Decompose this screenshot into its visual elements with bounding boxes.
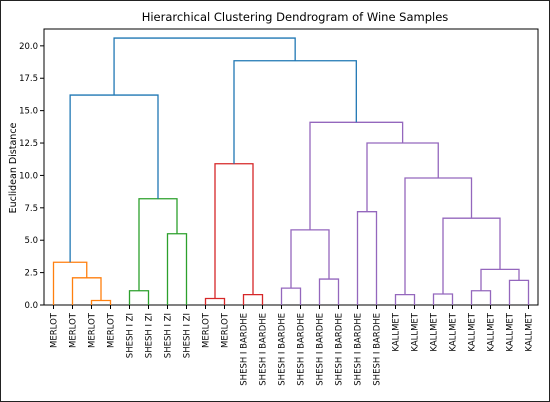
dendrogram-link bbox=[432, 293, 454, 305]
leaf-label: KALLMET bbox=[392, 312, 402, 351]
dendrogram-link bbox=[69, 94, 159, 263]
leaf-label: KALLMET bbox=[525, 312, 535, 351]
dendrogram-link bbox=[470, 290, 492, 305]
leaf-label: MERLOT bbox=[221, 312, 231, 348]
y-axis-label: Euclidean Distance bbox=[8, 122, 19, 213]
dendrogram-link bbox=[318, 278, 340, 305]
dendrogram-link bbox=[242, 293, 264, 305]
leaf-label: KALLMET bbox=[468, 312, 478, 351]
dendrogram-link bbox=[71, 277, 102, 305]
dendrogram-link bbox=[204, 297, 226, 305]
leaf-label: SHESH I BARDHE bbox=[297, 313, 307, 386]
y-tick-label: 20.0 bbox=[19, 42, 38, 52]
leaf-label: SHESH I ZI bbox=[183, 313, 193, 358]
leaf-label: SHESH I BARDHE bbox=[240, 313, 250, 386]
dendrogram-link bbox=[166, 233, 188, 305]
leaf-label: KALLMET bbox=[506, 312, 516, 351]
leaf-label: SHESH I ZI bbox=[164, 313, 174, 358]
leaf-label: KALLMET bbox=[449, 312, 459, 351]
leaf-label: SHESH I ZI bbox=[126, 313, 136, 358]
leaf-label: SHESH I BARDHE bbox=[278, 313, 288, 386]
leaf-label: MERLOT bbox=[107, 312, 117, 348]
leaf-label: MERLOT bbox=[50, 312, 60, 348]
dendrogram-link bbox=[128, 290, 150, 305]
leaf-label: MERLOT bbox=[69, 312, 79, 348]
y-tick-label: 12.5 bbox=[19, 139, 38, 149]
leaf-label: KALLMET bbox=[411, 312, 421, 351]
dendrogram-link bbox=[394, 293, 416, 305]
y-tick-label: 15.0 bbox=[19, 107, 38, 117]
y-tick-label: 0.0 bbox=[24, 301, 38, 311]
y-axis-ticks: 0.0 2.5 5.0 7.5 10.0 12.5 15.0 17.5 20.0 bbox=[19, 42, 44, 311]
leaf-label: SHESH I BARDHE bbox=[316, 313, 326, 386]
dendrogram-link bbox=[214, 163, 254, 299]
dendrogram-link bbox=[356, 211, 378, 305]
chart-title: Hierarchical Clustering Dendrogram of Wi… bbox=[142, 10, 449, 24]
dendrogram-link bbox=[309, 121, 404, 230]
leaf-label: MERLOT bbox=[202, 312, 212, 348]
plot-area bbox=[43, 28, 539, 306]
leaf-label: SHESH I ZI bbox=[145, 313, 155, 358]
y-tick-label: 7.5 bbox=[24, 204, 38, 214]
dendrogram-link bbox=[52, 261, 88, 305]
dendrogram-link bbox=[233, 60, 357, 164]
dendrogram-link bbox=[113, 37, 296, 96]
dendrogram-link bbox=[404, 177, 473, 295]
leaf-label: KALLMET bbox=[430, 312, 440, 351]
dendrogram-link bbox=[280, 287, 302, 305]
leaf-label: SHESH I BARDHE bbox=[259, 313, 269, 386]
y-tick-label: 2.5 bbox=[24, 269, 38, 279]
leaf-label: KALLMET bbox=[487, 312, 497, 351]
leaf-label: SHESH I BARDHE bbox=[373, 313, 383, 386]
leaf-labels: MERLOT MERLOT MERLOT MERLOT SHESH I ZI SHESH … bbox=[50, 305, 535, 386]
y-tick-label: 10.0 bbox=[19, 171, 38, 181]
dendrogram-link bbox=[442, 217, 501, 294]
leaf-label: SHESH I BARDHE bbox=[335, 313, 345, 386]
y-tick-label: 5.0 bbox=[24, 236, 38, 246]
dendrogram-link bbox=[138, 198, 178, 291]
leaf-label: SHESH I BARDHE bbox=[354, 313, 364, 386]
leaf-label: MERLOT bbox=[88, 312, 98, 348]
dendrogram-link bbox=[90, 299, 112, 305]
dendrogram-links bbox=[52, 37, 530, 305]
dendrogram-link bbox=[508, 279, 530, 305]
y-tick-label: 17.5 bbox=[19, 74, 38, 84]
